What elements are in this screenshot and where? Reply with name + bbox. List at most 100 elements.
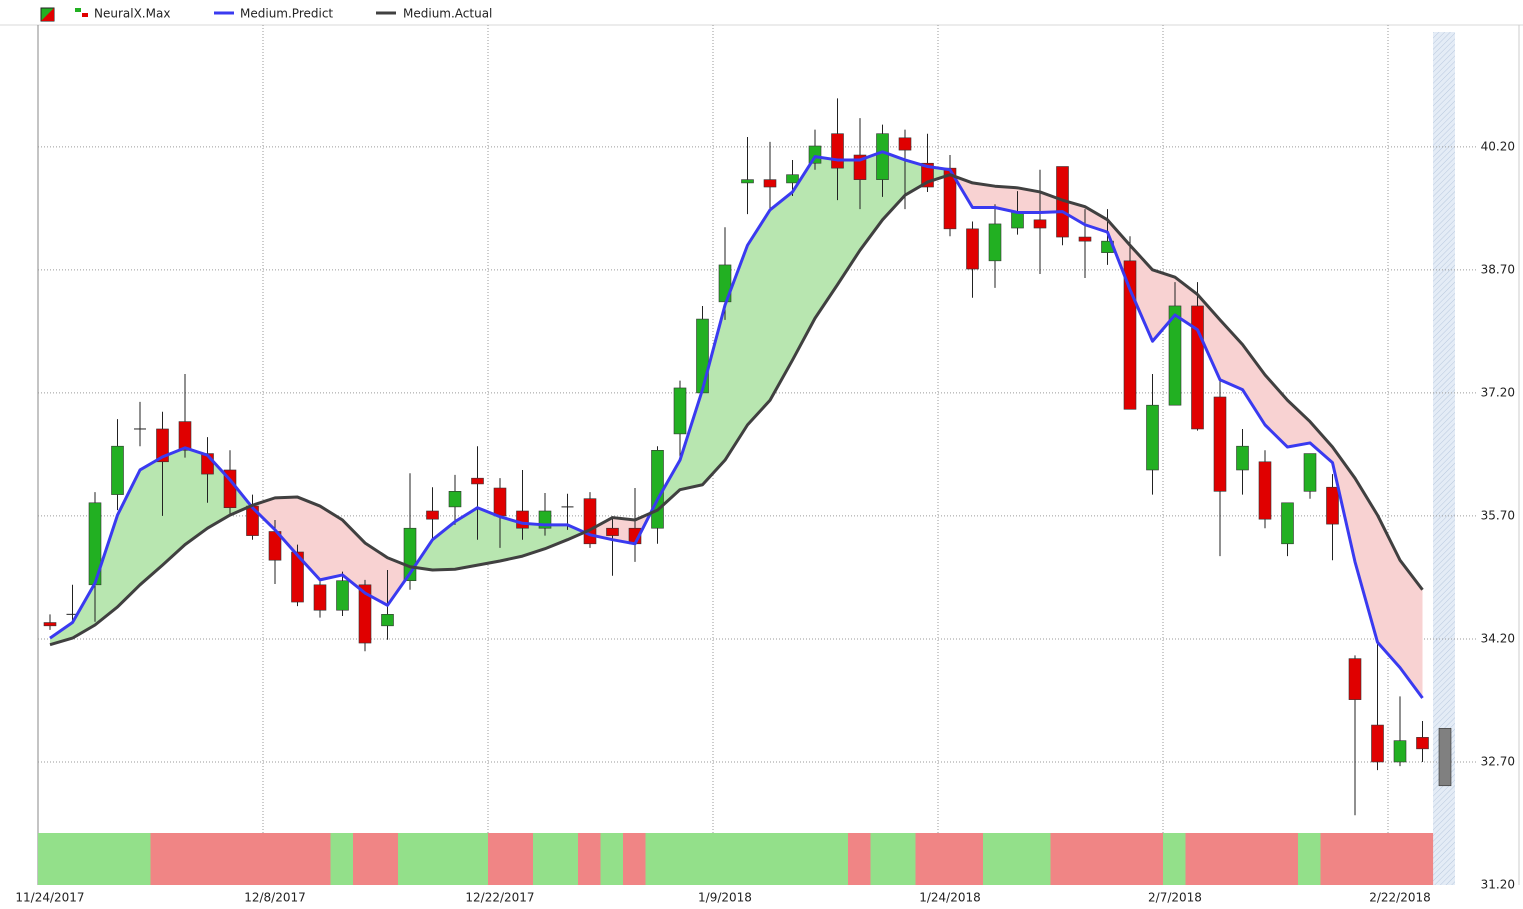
y-tick-label: 37.20 — [1481, 385, 1515, 399]
candle-body — [291, 551, 304, 603]
spread-fill — [522, 523, 545, 557]
series-line — [49, 150, 1424, 699]
candle-body — [1078, 236, 1092, 242]
candle-body — [493, 487, 507, 517]
x-tick-label: 1/9/2018 — [698, 891, 752, 905]
legend-swatch — [75, 8, 81, 12]
signal-bar — [1343, 833, 1366, 885]
x-tick-label: 1/24/2018 — [919, 891, 981, 905]
candle-body — [1191, 305, 1204, 430]
candle-body — [606, 527, 619, 536]
legend-label: Medium.Predict — [240, 7, 333, 21]
candle-body — [876, 133, 889, 180]
candle-body — [178, 421, 192, 451]
y-tick-label: 31.20 — [1481, 878, 1515, 892]
spread-fill — [275, 497, 298, 556]
spread-fill — [837, 159, 860, 285]
spread-fill — [1152, 269, 1175, 342]
legend-label: Medium.Actual — [403, 7, 492, 21]
x-tick-label: 2/7/2018 — [1148, 891, 1202, 905]
signal-bar — [1050, 833, 1074, 885]
spread-fill — [432, 521, 455, 571]
signal-bar — [803, 833, 826, 885]
signal-bar — [420, 833, 444, 885]
spread-fill — [972, 182, 995, 208]
signal-bar — [1253, 833, 1276, 885]
signal-bar — [488, 833, 511, 885]
spread-fill — [1242, 344, 1265, 425]
signal-bar — [308, 833, 331, 885]
candle-body — [358, 584, 372, 644]
candle-body — [786, 174, 799, 184]
signal-bar — [330, 833, 354, 885]
signal-bar — [1163, 833, 1186, 885]
signal-bar — [893, 833, 916, 885]
candle-body — [111, 445, 124, 495]
signal-bar — [353, 833, 376, 885]
candle-body — [1011, 211, 1024, 229]
candle-body — [1168, 305, 1182, 406]
candle-body — [831, 133, 844, 169]
y-tick-label: 32.70 — [1481, 754, 1515, 768]
signal-bar — [105, 833, 129, 885]
signal-bar — [1320, 833, 1344, 885]
candle-body — [1303, 453, 1317, 492]
spread-fill — [320, 506, 343, 580]
x-tick-label: 12/22/2017 — [465, 891, 534, 905]
signal-bar — [465, 833, 489, 885]
signal-bar — [1410, 833, 1434, 885]
spread-fill — [815, 156, 838, 319]
candle-body — [336, 580, 349, 611]
spread-fill — [747, 209, 770, 425]
candle-body — [43, 622, 57, 627]
signal-bar — [623, 833, 646, 885]
signal-bar — [1118, 833, 1141, 885]
spread-fill — [1377, 515, 1400, 668]
candle-body — [381, 614, 394, 627]
signal-bar — [38, 833, 61, 885]
candle-body — [1438, 728, 1452, 787]
spread-fill — [1355, 478, 1378, 643]
signal-bar — [398, 833, 421, 885]
spread-fill — [477, 507, 500, 566]
spread-fill — [1310, 421, 1333, 463]
signal-bar — [713, 833, 736, 885]
candle-body — [426, 510, 439, 520]
series-line — [49, 173, 1424, 647]
signal-bar — [758, 833, 781, 885]
spread-fill — [1287, 400, 1310, 448]
signal-bar — [960, 833, 984, 885]
signal-bar — [83, 833, 106, 885]
signal-bar — [150, 833, 174, 885]
spread-fill — [1220, 319, 1243, 390]
candle-body — [1033, 219, 1047, 229]
candle-body — [673, 387, 687, 435]
candle-body — [1281, 502, 1294, 545]
signal-bar — [60, 833, 84, 885]
signal-bar — [1298, 833, 1321, 885]
y-tick-label: 35.70 — [1481, 508, 1515, 522]
spread-fill — [1400, 560, 1423, 698]
signal-bar — [938, 833, 961, 885]
legend-icon — [41, 8, 54, 21]
candle-body — [1326, 486, 1339, 525]
candle-body — [943, 167, 957, 230]
candle-body — [313, 584, 327, 611]
signal-bar — [1005, 833, 1029, 885]
signal-bar — [1208, 833, 1231, 885]
signal-bar — [915, 833, 939, 885]
spread-fill — [792, 156, 815, 361]
signal-bar — [128, 833, 151, 885]
spread-fill — [567, 524, 585, 540]
candle-body — [1213, 396, 1227, 492]
signal-bar — [1028, 833, 1051, 885]
signal-bar — [375, 833, 399, 885]
candle-body — [741, 179, 754, 184]
signal-bar — [443, 833, 466, 885]
signal-bar — [555, 833, 579, 885]
spread-fill — [162, 447, 185, 566]
candle-body — [1393, 740, 1407, 763]
x-tick-label: 11/24/2017 — [15, 891, 84, 905]
